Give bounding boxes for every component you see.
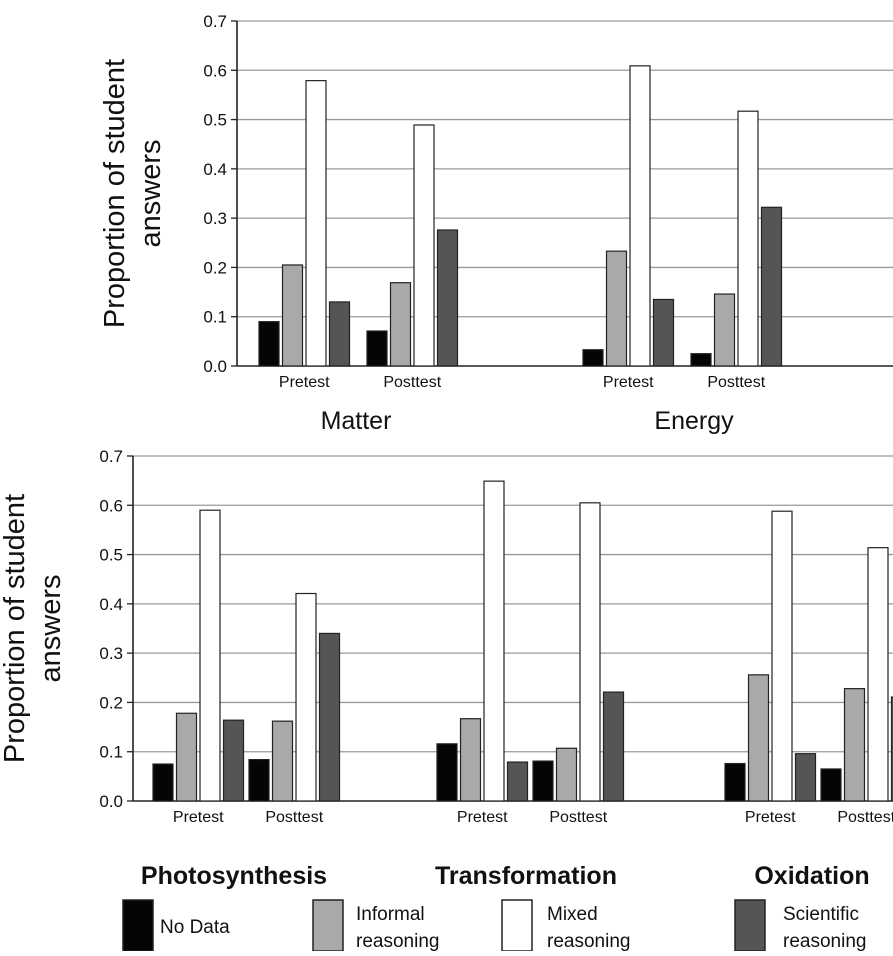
y-tick-label: 0.4 (203, 160, 227, 179)
bar-scientific-reasoning (762, 207, 782, 366)
y-tick-label: 0.3 (99, 644, 123, 663)
bar-scientific-reasoning (224, 720, 244, 801)
bar-informal-reasoning (391, 283, 411, 366)
x-tick-label: Pretest (173, 809, 224, 826)
bar-no-data (533, 761, 553, 801)
y-tick-label: 0.7 (203, 12, 227, 31)
bar-scientific-reasoning (796, 754, 816, 801)
bar-mixed-reasoning (296, 594, 316, 801)
bar-informal-reasoning (283, 265, 303, 366)
bar-no-data (367, 331, 387, 366)
legend-label: No Data (160, 917, 230, 938)
bar-informal-reasoning (177, 713, 197, 801)
group-label: Transformation (435, 862, 617, 890)
x-tick-label: Pretest (603, 374, 654, 391)
bar-scientific-reasoning (330, 302, 350, 366)
x-tick-label: Posttest (837, 809, 893, 826)
y-tick-label: 0.7 (99, 447, 123, 466)
bar-informal-reasoning (273, 721, 293, 801)
bar-no-data (691, 354, 711, 366)
bar-scientific-reasoning (654, 299, 674, 366)
legend-swatch-scientific-reasoning (735, 900, 765, 951)
bar-informal-reasoning (607, 251, 627, 366)
x-tick-label: Posttest (707, 374, 765, 391)
bar-scientific-reasoning (604, 692, 624, 801)
y-tick-label: 0.0 (203, 357, 227, 376)
bar-no-data (259, 322, 279, 366)
x-tick-label: Posttest (383, 374, 441, 391)
bar-mixed-reasoning (738, 111, 758, 366)
bar-mixed-reasoning (630, 66, 650, 366)
x-tick-label: Pretest (745, 809, 796, 826)
bar-no-data (437, 744, 457, 801)
group-label: Oxidation (754, 862, 869, 890)
bar-mixed-reasoning (306, 81, 326, 366)
legend-swatch-mixed-reasoning (502, 900, 532, 951)
x-tick-label: Posttest (265, 809, 323, 826)
chart-panel-2: 0.0 0.1 0.2 0.3 0.4 0.5 0.6 0.7 Proportion of st… (0, 447, 893, 890)
bar-mixed-reasoning (580, 503, 600, 801)
x-tick-label: Pretest (457, 809, 508, 826)
x-tick-label: Posttest (549, 809, 607, 826)
group-label: Energy (654, 407, 734, 435)
y-axis-label-line2: answers (35, 575, 67, 683)
bar-informal-reasoning (461, 719, 481, 801)
bar-no-data (725, 764, 745, 801)
legend-label: Informal (356, 904, 425, 925)
bar-informal-reasoning (845, 689, 865, 801)
bar-informal-reasoning (749, 675, 769, 801)
legend-label: reasoning (547, 931, 630, 951)
y-tick-label: 0.4 (99, 595, 123, 614)
y-tick-label: 0.5 (203, 111, 227, 130)
y-tick-label: 0.2 (203, 258, 227, 277)
bar-no-data (153, 764, 173, 801)
bar-mixed-reasoning (414, 125, 434, 366)
bar-mixed-reasoning (868, 548, 888, 801)
legend-label: Scientific (783, 904, 859, 925)
bar-no-data (583, 350, 603, 366)
y-tick-label: 0.6 (99, 496, 123, 515)
x-tick-label: Pretest (279, 374, 330, 391)
y-tick-label: 0.2 (99, 693, 123, 712)
legend-swatch-no-data (123, 900, 153, 951)
y-tick-label: 0.1 (99, 743, 123, 762)
group-label: Photosynthesis (141, 862, 327, 890)
y-tick-label: 0.0 (99, 792, 123, 811)
bar-no-data (821, 769, 841, 801)
legend-label: reasoning (783, 931, 866, 951)
bar-scientific-reasoning (438, 230, 458, 366)
bar-scientific-reasoning (508, 762, 528, 801)
y-axis-label-line1: Proportion of student (99, 59, 131, 328)
legend-label: reasoning (356, 931, 439, 951)
bar-scientific-reasoning (320, 633, 340, 801)
y-axis-label-line2: answers (135, 140, 167, 248)
bar-mixed-reasoning (772, 511, 792, 801)
y-tick-label: 0.5 (99, 546, 123, 565)
bar-mixed-reasoning (200, 510, 220, 801)
y-axis-label-line1: Proportion of student (0, 494, 31, 763)
y-tick-label: 0.1 (203, 308, 227, 327)
legend-swatch-informal-reasoning (313, 900, 343, 951)
y-tick-label: 0.3 (203, 209, 227, 228)
bar-no-data (249, 760, 269, 801)
bar-informal-reasoning (557, 748, 577, 801)
group-label: Matter (321, 407, 392, 435)
legend-label: Mixed (547, 904, 598, 925)
y-tick-label: 0.6 (203, 61, 227, 80)
bar-informal-reasoning (715, 294, 735, 366)
chart-panel-1: 0.0 0.1 0.2 0.3 0.4 0.5 0.6 0.7 Proportion of st… (99, 12, 893, 435)
legend: No Data Informal reasoning Mixed reasoning Sc… (123, 900, 866, 951)
bar-mixed-reasoning (484, 481, 504, 801)
